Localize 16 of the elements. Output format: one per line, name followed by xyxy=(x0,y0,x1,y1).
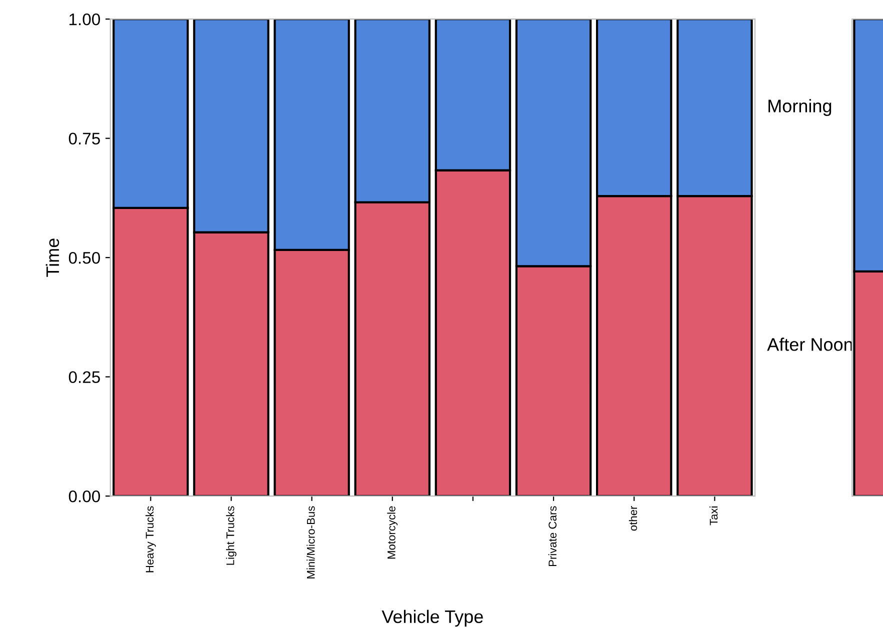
series-label: After Noon xyxy=(767,338,852,351)
y-axis-title: Time xyxy=(46,238,60,277)
y-tick-label: 0.25 xyxy=(68,371,100,384)
x-tick-label: Heavy Trucks xyxy=(145,506,156,572)
x-tick-label: Taxi xyxy=(710,506,718,526)
x-tick-label: other xyxy=(628,506,638,531)
series-label: Morning xyxy=(768,99,832,116)
x-tick-label: Light Trucks xyxy=(226,506,236,565)
x-tick-label: Mini/Micro-Bus xyxy=(306,506,315,578)
y-tick-label: 0.75 xyxy=(68,132,100,145)
x-axis-title: Vehicle Type xyxy=(382,610,483,627)
y-tick-label: 0.00 xyxy=(68,490,100,502)
x-tick-label: Private Cars xyxy=(548,506,557,566)
y-tick-label: 1.00 xyxy=(69,13,100,26)
x-tick-label: Motorcycle xyxy=(387,506,398,559)
y-tick-label: 0.50 xyxy=(68,252,100,264)
